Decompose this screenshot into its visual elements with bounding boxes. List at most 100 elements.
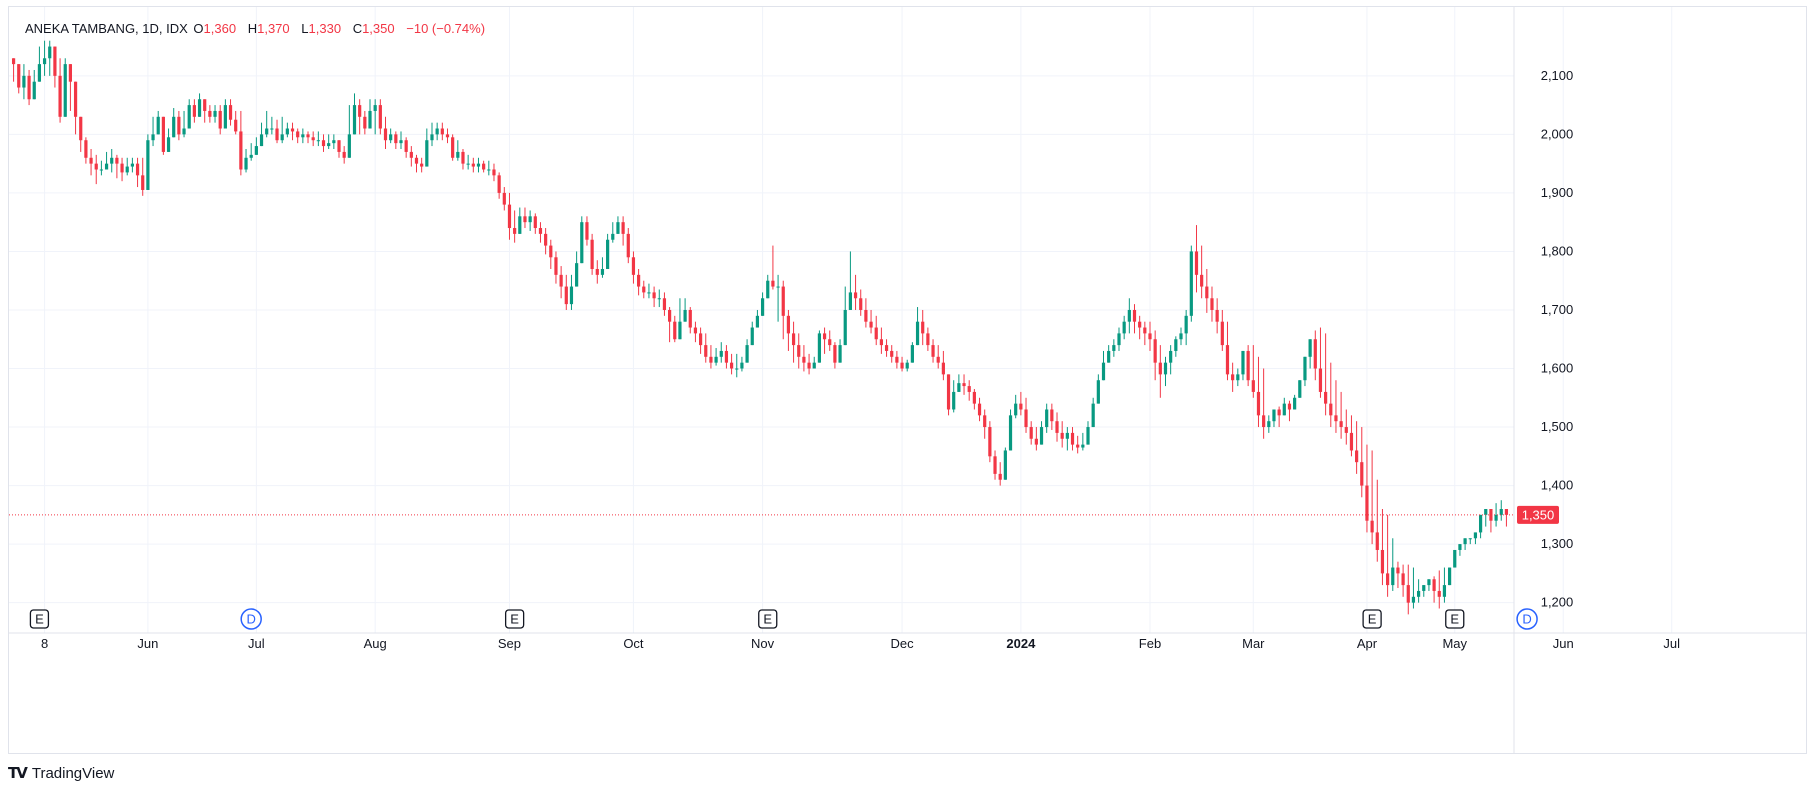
candle-body xyxy=(941,362,945,375)
candle-body xyxy=(1473,532,1478,539)
earnings-marker-box xyxy=(758,609,778,629)
candle-body xyxy=(440,128,444,135)
candle-body xyxy=(1406,585,1410,603)
candle-body xyxy=(1298,380,1302,398)
price-axis[interactable]: 1,200 1,300 1,400 1,500 1,600 1,700 1,800 1,900… xyxy=(1541,68,1574,610)
candle-body xyxy=(172,116,176,138)
time-axis[interactable]: 8 Jun Jul Aug Sep Oct Nov Dec 2024 Feb Mar Apr May Ju… xyxy=(41,636,1680,651)
time-tick-label: Oct xyxy=(623,636,644,651)
candle-body xyxy=(156,116,160,135)
candle-body xyxy=(347,134,351,158)
candle-body xyxy=(637,274,641,287)
candle-body xyxy=(1117,333,1121,346)
dividend-marker-label: D xyxy=(247,612,256,627)
candle-body xyxy=(1019,403,1023,410)
candle-body xyxy=(68,64,73,82)
candle-body xyxy=(1334,415,1338,422)
candle-body xyxy=(642,286,646,293)
candle-body xyxy=(1231,374,1235,381)
candle-body xyxy=(1220,321,1224,346)
candle-body xyxy=(1169,350,1173,363)
candle-body xyxy=(1086,427,1090,445)
candle-body xyxy=(161,116,165,152)
candle-body xyxy=(414,157,419,164)
candle-body xyxy=(1256,391,1261,416)
candle-body xyxy=(771,280,775,287)
candle-body xyxy=(606,239,610,269)
candle-body xyxy=(1349,432,1354,451)
candle-body xyxy=(538,228,543,234)
candle-body xyxy=(1380,549,1385,574)
candle-body xyxy=(497,175,501,193)
candle-body xyxy=(1344,427,1348,433)
candle-body xyxy=(1313,339,1317,369)
candle-body xyxy=(807,362,811,369)
candle-body xyxy=(290,128,295,132)
candle-body xyxy=(311,137,315,141)
candle-body xyxy=(1293,397,1297,410)
candle-body xyxy=(1453,549,1457,568)
candle-body xyxy=(368,110,372,129)
candle-body xyxy=(234,119,238,132)
low-value: 1,330 xyxy=(308,21,342,36)
candle-body xyxy=(1091,403,1095,428)
time-tick-label: Dec xyxy=(890,636,914,651)
tradingview-brand[interactable]: TV TradingView xyxy=(8,764,114,782)
candle-body xyxy=(399,140,403,144)
candle-body xyxy=(791,333,796,346)
candle-body xyxy=(1417,590,1421,597)
candle-body xyxy=(652,292,656,299)
candle-body xyxy=(228,105,233,120)
candle-body xyxy=(120,163,124,173)
candle-body xyxy=(698,333,703,346)
candle-body xyxy=(435,128,439,135)
candlestick-chart[interactable]: 1,200 1,300 1,400 1,500 1,600 1,700 1,800 1,900… xyxy=(9,7,1806,753)
earnings-marker-box xyxy=(1445,609,1465,629)
candle-body xyxy=(1070,432,1075,445)
high-label: H xyxy=(247,21,258,36)
candle-body xyxy=(1499,509,1503,515)
candle-body xyxy=(22,75,26,88)
candle-body xyxy=(1241,350,1245,375)
candle-body xyxy=(280,134,284,141)
candle-body xyxy=(285,128,289,135)
candle-body xyxy=(1174,339,1178,351)
dividend-marker-label: D xyxy=(1522,612,1531,627)
candle-body xyxy=(203,99,207,111)
candle-body xyxy=(301,134,305,138)
candle-body xyxy=(812,362,816,369)
candle-body xyxy=(626,233,630,258)
open-label: O xyxy=(193,21,204,36)
candle-body xyxy=(1225,345,1230,375)
last-price-tag: 1,350 xyxy=(1517,505,1559,524)
candle-body xyxy=(1324,391,1328,404)
candle-body xyxy=(1127,309,1131,322)
price-tag-label: 1,350 xyxy=(1522,507,1555,522)
candle-body xyxy=(94,163,98,170)
candle-body xyxy=(533,216,537,229)
candle-body xyxy=(1442,585,1447,597)
candle-body xyxy=(502,192,506,205)
candle-body xyxy=(476,163,481,167)
candle-body xyxy=(1303,356,1307,381)
candle-body xyxy=(657,298,661,300)
candle-body xyxy=(1494,514,1498,521)
candle-body xyxy=(1045,409,1049,428)
candle-body xyxy=(843,309,847,346)
symbol-title[interactable]: ANEKA TAMBANG, 1D, IDX xyxy=(25,21,188,36)
candle-body xyxy=(616,222,620,234)
candle-body xyxy=(1504,509,1509,515)
candle-body xyxy=(1112,345,1116,351)
candle-body xyxy=(802,356,806,363)
candle-body xyxy=(1246,350,1250,381)
candle-body xyxy=(373,105,377,111)
time-tick-label: Jun xyxy=(1553,636,1574,651)
candle-body xyxy=(1360,462,1364,486)
candle-body xyxy=(869,321,873,328)
candle-body xyxy=(683,309,687,322)
candle-body xyxy=(1375,532,1379,550)
candle-body xyxy=(1287,403,1292,410)
time-tick-label: 2024 xyxy=(1006,636,1036,651)
candle-body xyxy=(518,216,522,234)
candle-body xyxy=(125,166,129,173)
